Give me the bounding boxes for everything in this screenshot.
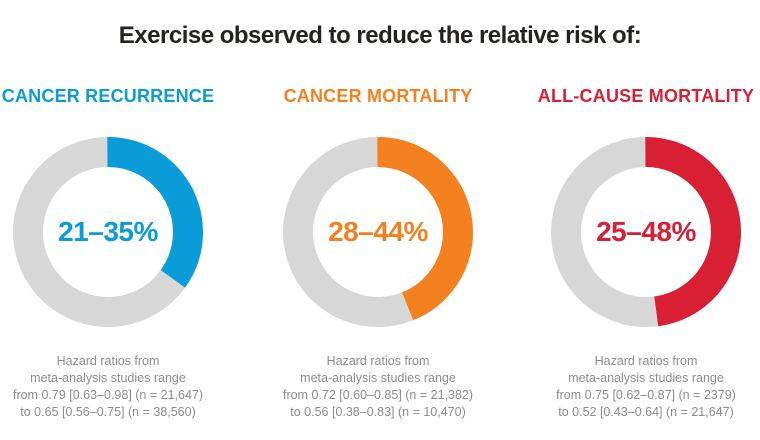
caption-line: Hazard ratios from: [56, 354, 160, 368]
donut-value-arc: [13, 137, 203, 327]
caption-line: to 0.56 [0.38–0.83] (n = 10,470): [290, 405, 466, 419]
caption-line: meta-analysis studies range: [30, 371, 186, 385]
donut-center-label: 28–44%: [328, 216, 428, 247]
donut-column-cancer-mortality: CANCER MORTALITY 28–44% Hazard ratios fr…: [263, 86, 493, 440]
donut-chart: 25–48%: [551, 137, 741, 327]
donut-column-cancer-recurrence: CANCER RECURRENCE 21–35% Hazard ratios f…: [0, 86, 223, 440]
donut-column-all-cause-mortality: ALL-CAUSE MORTALITY 25–48% Hazard ratios…: [531, 86, 760, 440]
page-title: Exercise observed to reduce the relative…: [118, 22, 642, 49]
caption-line: meta-analysis studies range: [568, 371, 724, 385]
caption: Hazard ratios from meta-analysis studies…: [263, 353, 493, 421]
donut-chart: 21–35%: [13, 137, 203, 327]
caption: Hazard ratios from meta-analysis studies…: [531, 353, 760, 421]
donut-chart: 28–44%: [283, 137, 473, 327]
column-header: CANCER RECURRENCE: [1, 86, 215, 106]
caption-line: to 0.65 [0.56–0.75] (n = 38,560): [20, 405, 196, 419]
caption: Hazard ratios from meta-analysis studies…: [0, 353, 223, 421]
donut-svg: [13, 137, 203, 327]
column-header: ALL-CAUSE MORTALITY: [537, 86, 755, 106]
donut-svg: [551, 137, 741, 327]
donut-value-arc: [283, 137, 473, 327]
caption-line: meta-analysis studies range: [300, 371, 456, 385]
caption-line: from 0.79 [0.63–0.98] (n = 21,647): [12, 388, 204, 402]
donut-center-label: 25–48%: [596, 216, 696, 247]
caption-line: to 0.52 [0.43–0.64] (n = 21,647): [558, 405, 734, 419]
caption-line: Hazard ratios from: [594, 354, 698, 368]
caption-line: from 0.72 [0.60–0.85] (n = 21,382): [282, 388, 474, 402]
donut-value-arc: [551, 137, 741, 327]
donut-center-label: 21–35%: [58, 216, 158, 247]
caption-line: Hazard ratios from: [326, 354, 430, 368]
donut-svg: [283, 137, 473, 327]
caption-line: from 0.75 [0.62–0.87] (n = 2379): [556, 388, 736, 402]
column-header: CANCER MORTALITY: [283, 86, 473, 106]
